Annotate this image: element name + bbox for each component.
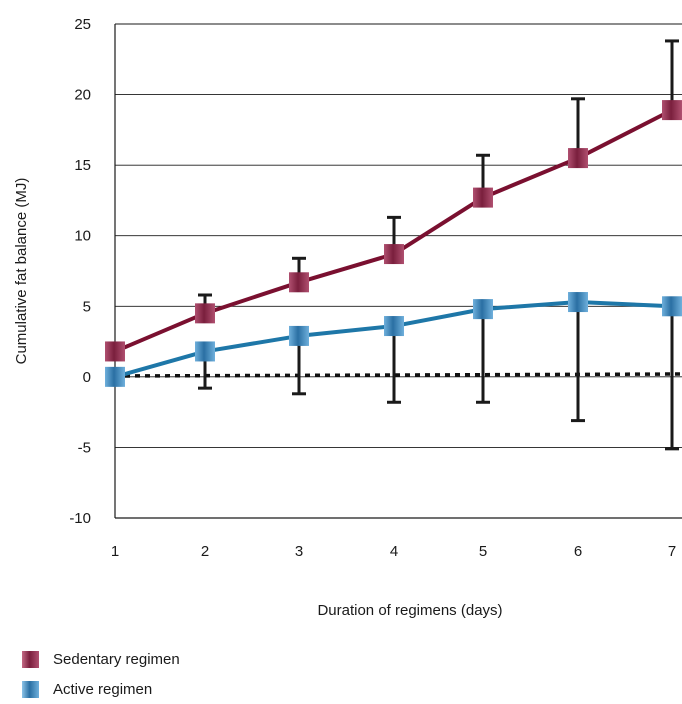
legend: Sedentary regimen Active regimen	[22, 644, 180, 704]
data-point-marker	[195, 341, 215, 362]
data-point-marker	[473, 299, 493, 320]
y-tick-label: 15	[74, 157, 91, 174]
data-point-marker	[105, 366, 125, 387]
x-tick-label: 7	[668, 543, 676, 560]
data-point-marker	[105, 341, 125, 362]
grid-lines	[115, 23, 682, 448]
legend-item-active: Active regimen	[22, 674, 180, 704]
data-point-marker	[568, 292, 588, 313]
x-tick-label: 1	[111, 543, 119, 560]
x-axis-label: Duration of regimens (days)	[317, 602, 502, 619]
zero-reference-line	[114, 372, 682, 378]
y-tick-label: 10	[74, 228, 91, 245]
y-tick-label: 20	[74, 87, 91, 104]
legend-label-sedentary: Sedentary regimen	[53, 650, 180, 668]
active-swatch-icon	[22, 680, 39, 698]
y-tick-labels: 25 20 15 10 5 0 -5 -10	[69, 16, 91, 527]
data-point-marker	[195, 303, 215, 324]
y-tick-label: -5	[78, 439, 91, 456]
x-tick-label: 5	[479, 543, 487, 560]
legend-item-sedentary: Sedentary regimen	[22, 644, 180, 674]
x-tick-label: 3	[295, 543, 303, 560]
data-point-marker	[289, 272, 309, 293]
y-axis-label: Cumulative fat balance (MJ)	[13, 178, 30, 365]
x-tick-label: 6	[574, 543, 582, 560]
error-bars	[198, 39, 679, 451]
series-markers	[105, 100, 682, 387]
x-tick-label: 2	[201, 543, 209, 560]
y-tick-label: 5	[83, 298, 91, 315]
data-point-marker	[568, 148, 588, 169]
data-point-marker	[662, 100, 682, 121]
data-point-marker	[384, 316, 404, 337]
data-point-marker	[662, 296, 682, 317]
y-tick-label: 0	[83, 369, 91, 386]
legend-label-active: Active regimen	[53, 680, 153, 698]
y-tick-label: -10	[69, 510, 91, 527]
x-tick-label: 4	[390, 543, 398, 560]
data-point-marker	[289, 325, 309, 346]
x-tick-labels: 1 2 3 4 5 6 7	[111, 543, 676, 560]
y-tick-label: 25	[74, 16, 91, 33]
data-point-marker	[473, 187, 493, 208]
sedentary-swatch-icon	[22, 650, 39, 668]
line-chart: 25 20 15 10 5 0 -5 -10 1 2 3 4 5 6 7 Cumulative fat b…	[13, 16, 682, 619]
data-point-marker	[384, 244, 404, 265]
